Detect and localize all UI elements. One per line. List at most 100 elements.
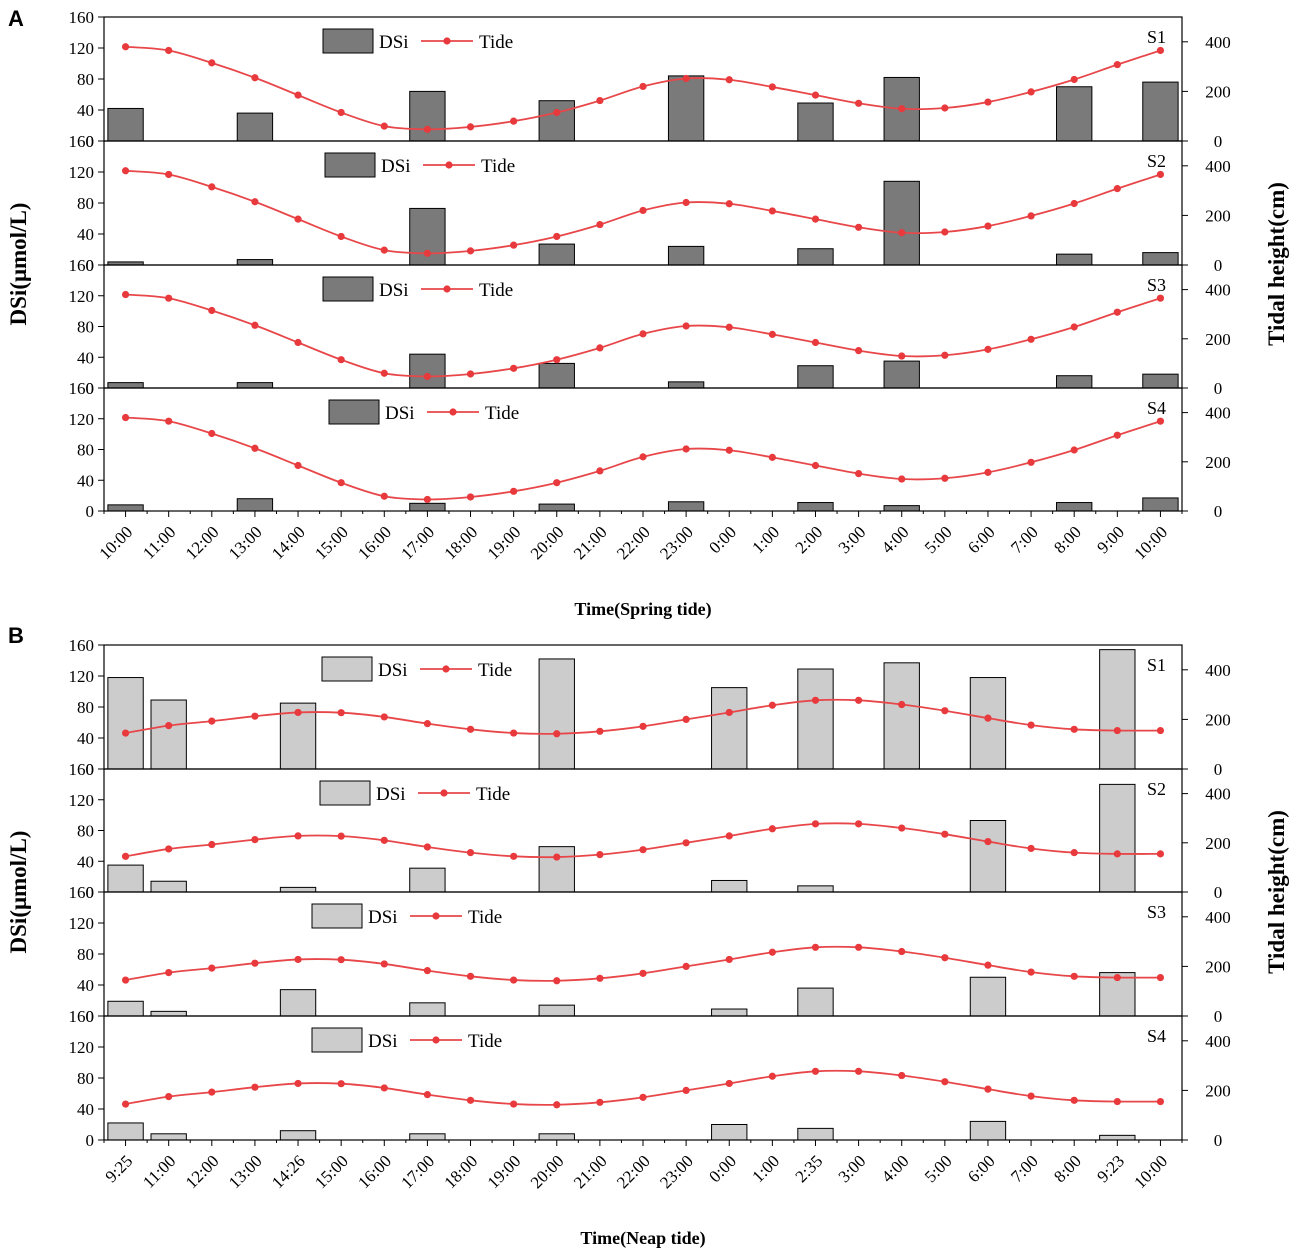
legend-tide-label: Tide xyxy=(479,32,513,53)
tide-point xyxy=(121,729,130,737)
tide-point xyxy=(941,228,949,236)
tide-point xyxy=(1156,170,1165,179)
tide-point xyxy=(855,943,863,951)
tide-point xyxy=(553,232,561,241)
tide-point xyxy=(768,330,776,338)
tide-point xyxy=(768,701,776,709)
x-tick-label: 17:00 xyxy=(397,1151,438,1192)
right-tick-label: 0 xyxy=(1214,502,1223,521)
tide-point xyxy=(1027,335,1035,343)
tide-point xyxy=(466,725,475,733)
tide-point xyxy=(596,220,604,229)
x-tick-label: 20:00 xyxy=(527,1151,568,1192)
tide-point xyxy=(423,720,431,728)
tide-point xyxy=(639,82,647,91)
subplot-frame xyxy=(103,264,1183,389)
tide-point xyxy=(898,105,906,113)
tide-point xyxy=(1027,88,1035,96)
dsi-bar xyxy=(711,1124,748,1141)
x-tick-label: 6:00 xyxy=(964,522,999,557)
tide-point xyxy=(596,96,604,105)
legend-tide-marker xyxy=(432,1036,440,1044)
tide-point xyxy=(768,83,776,91)
x-tick-label: 10:00 xyxy=(96,522,137,563)
x-tick-label: 17:00 xyxy=(397,522,438,563)
dsi-bar xyxy=(409,867,446,893)
x-tick-label: 15:00 xyxy=(311,522,352,563)
tide-point xyxy=(596,727,604,735)
right-tick-label: 200 xyxy=(1205,82,1231,101)
legend-tide-label: Tide xyxy=(481,156,515,177)
left-tick-label: 40 xyxy=(77,1100,94,1119)
x-tick-label: 13:00 xyxy=(225,522,266,563)
tide-point xyxy=(380,960,388,968)
tide-point xyxy=(639,330,647,338)
tide-point xyxy=(553,730,561,738)
dsi-bar xyxy=(1056,86,1093,142)
x-tick-label: 6:00 xyxy=(964,1151,999,1186)
dsi-bar xyxy=(409,90,446,142)
tide-point xyxy=(466,972,475,980)
x-tick-label: 23:00 xyxy=(656,1151,697,1192)
dsi-bar xyxy=(667,245,705,266)
x-tick-label: 7:00 xyxy=(1007,1151,1042,1186)
tide-point xyxy=(1027,968,1035,976)
right-tick-label: 400 xyxy=(1205,157,1231,176)
tide-point xyxy=(165,46,173,55)
x-axis: 10:00 11:00 12:00 13:00 14:00 15:00 16:00 17:00… xyxy=(96,511,1183,620)
tide-point xyxy=(1113,431,1121,439)
tide-point xyxy=(682,445,690,453)
subplot-frame xyxy=(103,768,1183,893)
tide-point xyxy=(553,479,561,487)
tide-point xyxy=(1113,185,1121,193)
tide-point xyxy=(898,1071,906,1080)
tide-point xyxy=(1113,850,1121,858)
right-tick-label: 400 xyxy=(1205,1032,1231,1051)
tide-point xyxy=(855,820,863,828)
left-tick-label: 80 xyxy=(77,194,94,213)
tide-point xyxy=(553,853,561,861)
tide-point xyxy=(380,1084,388,1092)
tide-point xyxy=(208,183,216,191)
left-tick-label: 80 xyxy=(77,822,94,841)
x-tick-label: 9:25 xyxy=(102,1151,137,1186)
tide-point xyxy=(725,446,733,454)
right-tick-label: 200 xyxy=(1205,206,1231,225)
tide-point xyxy=(165,722,173,730)
station-label: S4 xyxy=(1147,398,1166,418)
legend-dsi-label: DSi xyxy=(385,403,415,424)
left-tick-label: 0 xyxy=(86,1007,95,1026)
dsi-bar xyxy=(797,1127,834,1141)
dsi-bar xyxy=(538,658,575,770)
tide-point xyxy=(380,122,388,130)
x-tick-label: 12:00 xyxy=(182,522,223,563)
right-tick-label: 200 xyxy=(1205,330,1231,349)
right-tick-label: 400 xyxy=(1205,785,1231,804)
tide-point xyxy=(898,824,906,832)
legend-tide-marker xyxy=(432,912,440,920)
station-label: S2 xyxy=(1147,151,1166,171)
tide-point xyxy=(1156,294,1165,302)
dsi-bar xyxy=(1142,497,1179,512)
x-tick-label: 16:00 xyxy=(354,1151,395,1192)
x-tick-label: 19:00 xyxy=(484,522,525,563)
x-tick-label: 3:00 xyxy=(835,1151,870,1186)
station-label: S1 xyxy=(1147,27,1166,47)
x-tick-label: 22:00 xyxy=(613,1151,654,1192)
x-tick-label: 10:00 xyxy=(1130,522,1171,563)
left-tick-label: 0 xyxy=(86,502,95,521)
legend-dsi-label: DSi xyxy=(381,156,411,177)
tide-point xyxy=(294,1079,302,1088)
tide-point xyxy=(380,713,388,721)
tide-point xyxy=(1070,972,1078,980)
tide-point xyxy=(725,955,733,964)
left-tick-label: 0 xyxy=(86,1131,95,1150)
right-tick-label: 400 xyxy=(1205,908,1231,927)
tide-point xyxy=(510,487,518,495)
tide-point xyxy=(165,969,173,977)
dsi-bar xyxy=(883,180,920,266)
tide-point xyxy=(811,1067,820,1075)
dsi-bar xyxy=(236,259,274,266)
legend-bar-swatch xyxy=(322,28,374,54)
left-tick-label: 80 xyxy=(77,945,94,964)
